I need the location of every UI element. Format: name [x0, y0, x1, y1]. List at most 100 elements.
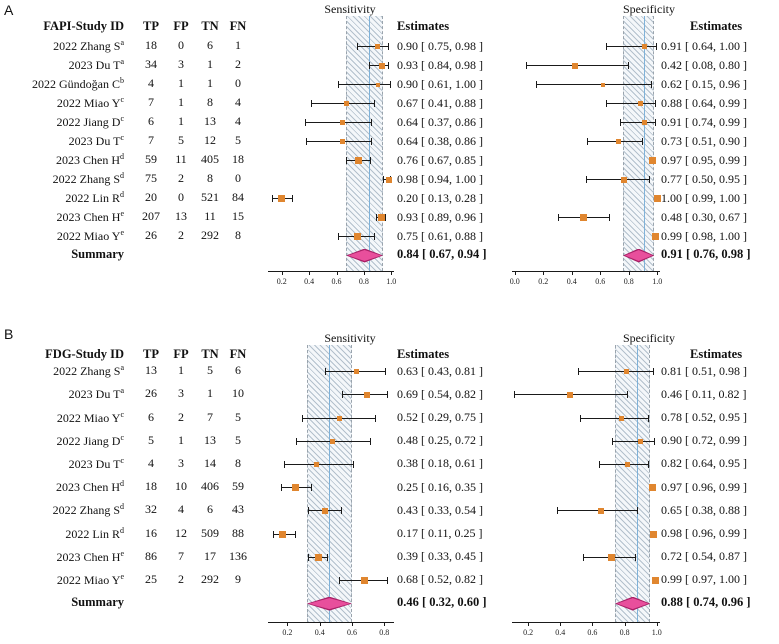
specificity-summary-point-line	[643, 16, 646, 271]
study-id: 2023 Chen He	[0, 549, 124, 565]
study-id-text: 2023 Chen H	[56, 153, 120, 167]
specificity-axis-tick	[592, 622, 594, 626]
ci-cap	[587, 138, 589, 145]
ci-cap	[647, 414, 649, 422]
ci-cap	[578, 368, 579, 376]
tp-value: 18	[145, 38, 157, 52]
tn-value: 13	[204, 114, 216, 128]
ci-cap	[373, 100, 375, 107]
specificity-axis-tick-label: 0.8	[619, 628, 630, 637]
study-id-text: 2023 Du T	[68, 387, 121, 402]
specificity-estimate-label: 0.99 [ 0.97, 1.00 ]	[661, 572, 747, 587]
specificity-estimates-header: Estimates	[690, 19, 743, 33]
ci-cap	[649, 176, 650, 183]
fn-value: 5	[235, 133, 241, 147]
fn-value: 6	[235, 363, 241, 378]
point-estimate-marker	[651, 576, 659, 584]
point-estimate-marker	[616, 139, 622, 144]
specificity-axis-line	[512, 271, 660, 272]
sensitivity-estimates-header: Estimates	[397, 19, 450, 33]
study-id: 2022 Miao Ye	[0, 572, 124, 588]
specificity-axis-tick	[657, 271, 659, 275]
ci-cap	[308, 553, 310, 561]
study-id-text: 2022 Jiang D	[56, 115, 121, 129]
specificity-estimate-label: 0.72 [ 0.54, 0.87 ]	[661, 549, 747, 564]
study-id: 2023 Chen Hd	[0, 152, 124, 168]
fp-value: 2	[178, 409, 184, 424]
fn-value: 10	[232, 386, 244, 401]
ci-line	[620, 122, 656, 123]
tn-value: 17	[204, 548, 216, 563]
fn-value: 136	[229, 548, 247, 563]
sensitivity-title: Sensitivity	[324, 331, 376, 345]
study-id: 2022 Miao Ye	[0, 228, 124, 244]
specificity-axis-tick	[656, 622, 658, 626]
sensitivity-axis-line	[268, 271, 394, 272]
sensitivity-axis-tick-label: 0.2	[276, 277, 287, 286]
fn-value: 0	[235, 171, 241, 185]
tp-value: 7	[148, 95, 154, 109]
study-id: 2022 Miao Yc	[0, 410, 124, 426]
fn-value: 15	[232, 209, 244, 223]
count-header-tp: TP	[143, 347, 159, 361]
tn-value: 292	[201, 228, 219, 242]
sensitivity-axis-tick	[363, 271, 365, 275]
summary-diamond-fill	[617, 598, 649, 610]
sensitivity-axis-tick	[287, 622, 289, 626]
count-header-tn: TN	[201, 347, 219, 361]
sensitivity-axis-tick-label: 0.8	[379, 628, 390, 637]
summary-row-label: Summary	[71, 595, 124, 610]
sensitivity-estimate-label: 0.43 [ 0.33, 0.54 ]	[397, 502, 483, 517]
ci-cap	[352, 460, 354, 468]
study-id-text: 2023 Du T	[68, 456, 121, 471]
tn-value: 292	[201, 571, 219, 586]
ci-cap	[337, 233, 339, 240]
point-estimate-marker	[648, 484, 656, 492]
point-estimate-marker	[353, 233, 361, 240]
tn-value: 1	[207, 76, 213, 90]
fp-value: 5	[178, 133, 184, 147]
study-id-superscript: c	[120, 409, 124, 419]
sensitivity-summary-estimate-label: 0.46 [ 0.32, 0.60 ]	[397, 595, 487, 610]
sensitivity-estimate-label: 0.63 [ 0.43, 0.81 ]	[397, 363, 483, 378]
fp-value: 1	[178, 432, 184, 447]
ci-cap	[634, 553, 636, 561]
ci-cap	[654, 100, 656, 107]
tp-value: 32	[145, 502, 157, 517]
fn-value: 88	[232, 525, 244, 540]
sensitivity-estimate-label: 0.38 [ 0.18, 0.61 ]	[397, 456, 483, 471]
tp-value: 18	[145, 479, 157, 494]
study-id: 2022 Zhang Sd	[0, 171, 124, 187]
point-estimate-marker	[650, 530, 658, 538]
tp-value: 5	[148, 432, 154, 447]
study-id-text: 2022 Zhang S	[52, 172, 120, 186]
point-estimate-marker	[321, 507, 328, 514]
sensitivity-summary-point-line	[328, 345, 331, 622]
ci-cap	[557, 507, 558, 515]
ci-cap	[376, 214, 378, 221]
point-estimate-marker	[278, 195, 286, 202]
count-header-tn: TN	[201, 19, 219, 33]
study-id-text: 2022 Zhang S	[53, 364, 121, 379]
specificity-axis-tick-label: 0.0	[509, 277, 520, 286]
sensitivity-axis-tick	[384, 622, 386, 626]
fn-value: 0	[235, 76, 241, 90]
study-id: 2022 Jiang Dc	[0, 433, 124, 449]
tn-value: 1	[207, 57, 213, 71]
ci-cap	[647, 460, 649, 468]
tn-value: 5	[207, 363, 213, 378]
count-header-fn: FN	[229, 19, 247, 33]
sensitivity-estimate-label: 0.20 [ 0.13, 0.28 ]	[397, 190, 483, 205]
sensitivity-estimate-label: 0.68 [ 0.52, 0.82 ]	[397, 572, 483, 587]
study-id-text: 2023 Du T	[68, 58, 121, 72]
ci-line	[586, 179, 650, 180]
sensitivity-estimate-label: 0.98 [ 0.94, 1.00 ]	[397, 171, 483, 186]
fp-value: 2	[178, 228, 184, 242]
ci-cap	[326, 553, 328, 561]
tn-value: 6	[207, 38, 213, 52]
point-estimate-marker	[623, 369, 629, 375]
panel-b: FDG-Study ID TP FP TN FN Sensitivity Estimates…	[0, 322, 779, 644]
point-estimate-marker	[292, 484, 299, 492]
fn-value: 59	[232, 479, 244, 494]
point-estimate-marker	[618, 415, 624, 421]
